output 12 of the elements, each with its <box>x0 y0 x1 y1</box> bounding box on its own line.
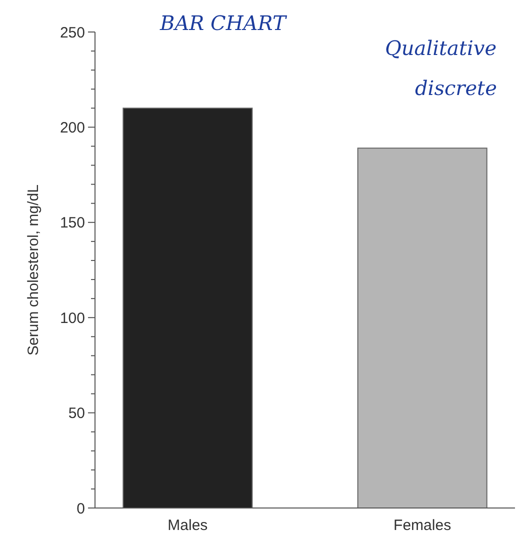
y-axis-title: Serum cholesterol, mg/dL <box>25 184 42 356</box>
y-tick-label: 50 <box>68 405 85 422</box>
annotation: Qualitative <box>385 36 497 60</box>
x-tick-label: Females <box>394 517 452 534</box>
annotation: discrete <box>415 76 497 100</box>
x-tick-label: Males <box>168 517 208 534</box>
y-tick-label: 0 <box>76 500 85 518</box>
y-tick-label: 100 <box>60 310 85 327</box>
annotation: BAR CHART <box>159 11 288 35</box>
y-tick-label: 150 <box>60 214 85 232</box>
y-tick-label: 200 <box>60 119 85 136</box>
y-tick-label: 250 <box>60 24 85 42</box>
